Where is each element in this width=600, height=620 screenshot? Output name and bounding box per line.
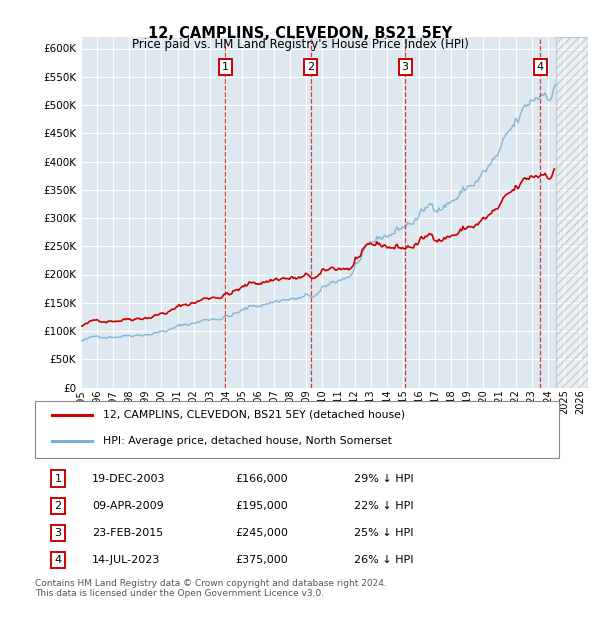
Text: £245,000: £245,000 xyxy=(235,528,288,538)
Text: 1: 1 xyxy=(222,62,229,72)
Text: 2: 2 xyxy=(55,501,62,511)
Text: 3: 3 xyxy=(401,62,409,72)
Text: 1: 1 xyxy=(55,474,62,484)
Text: Price paid vs. HM Land Registry's House Price Index (HPI): Price paid vs. HM Land Registry's House … xyxy=(131,38,469,51)
Text: 12, CAMPLINS, CLEVEDON, BS21 5EY (detached house): 12, CAMPLINS, CLEVEDON, BS21 5EY (detach… xyxy=(103,410,405,420)
Text: 23-FEB-2015: 23-FEB-2015 xyxy=(92,528,163,538)
Text: 29% ↓ HPI: 29% ↓ HPI xyxy=(354,474,413,484)
Text: HPI: Average price, detached house, North Somerset: HPI: Average price, detached house, Nort… xyxy=(103,436,392,446)
Text: 26% ↓ HPI: 26% ↓ HPI xyxy=(354,555,413,565)
Bar xyxy=(556,37,588,387)
Text: £195,000: £195,000 xyxy=(235,501,288,511)
Text: 12, CAMPLINS, CLEVEDON, BS21 5EY: 12, CAMPLINS, CLEVEDON, BS21 5EY xyxy=(148,26,452,41)
Text: 09-APR-2009: 09-APR-2009 xyxy=(92,501,164,511)
Text: £375,000: £375,000 xyxy=(235,555,288,565)
Text: 14-JUL-2023: 14-JUL-2023 xyxy=(92,555,160,565)
Text: 22% ↓ HPI: 22% ↓ HPI xyxy=(354,501,413,511)
Text: 25% ↓ HPI: 25% ↓ HPI xyxy=(354,528,413,538)
Bar xyxy=(556,37,588,387)
Text: 19-DEC-2003: 19-DEC-2003 xyxy=(92,474,166,484)
Text: 4: 4 xyxy=(537,62,544,72)
FancyBboxPatch shape xyxy=(35,401,559,458)
Text: £166,000: £166,000 xyxy=(235,474,288,484)
Text: Contains HM Land Registry data © Crown copyright and database right 2024.
This d: Contains HM Land Registry data © Crown c… xyxy=(35,578,387,598)
Text: 3: 3 xyxy=(55,528,62,538)
Text: 2: 2 xyxy=(307,62,314,72)
Text: 4: 4 xyxy=(55,555,62,565)
